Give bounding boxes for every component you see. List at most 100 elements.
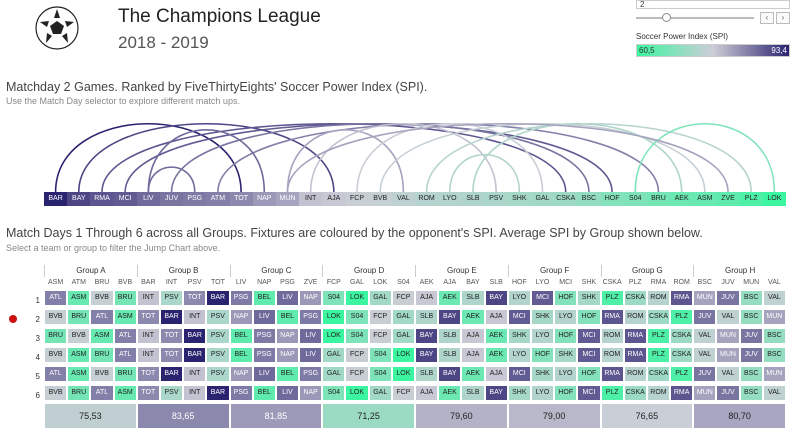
fixture-cell[interactable]: BAY: [439, 310, 461, 324]
fixture-cell[interactable]: BAY: [439, 367, 461, 381]
group-header-group-b[interactable]: Group B: [136, 265, 230, 277]
fixture-cell[interactable]: BVB: [45, 386, 67, 400]
fixture-cell[interactable]: FCP: [392, 291, 414, 305]
matchday-label[interactable]: 5: [35, 372, 40, 381]
fixture-cell[interactable]: LIV: [300, 329, 322, 343]
fixture-cell[interactable]: AEK: [462, 310, 484, 324]
team-cell-asm[interactable]: ASM: [693, 192, 717, 206]
fixture-cell[interactable]: AEK: [485, 348, 507, 362]
team-column-header[interactable]: INT: [165, 279, 178, 286]
group-average-cell[interactable]: 80,70: [694, 404, 785, 428]
matchday-label[interactable]: 2: [35, 315, 40, 324]
fixture-cell[interactable]: FCP: [392, 386, 414, 400]
fixture-cell[interactable]: PSG: [300, 367, 322, 381]
fixture-cell[interactable]: TOT: [137, 367, 159, 381]
group-average-cell[interactable]: 76,65: [601, 404, 693, 428]
fixture-cell[interactable]: HOF: [555, 329, 577, 343]
fixture-cell[interactable]: MUN: [763, 367, 785, 381]
fixture-cell[interactable]: PSG: [253, 348, 275, 362]
fixture-cell[interactable]: ROM: [647, 386, 670, 400]
fixture-cell[interactable]: ROM: [601, 329, 623, 343]
team-cell-aek[interactable]: AEK: [670, 192, 694, 206]
fixture-cell[interactable]: MCI: [531, 291, 554, 305]
fixture-cell[interactable]: PLZ: [647, 329, 670, 343]
fixture-cell[interactable]: GAL: [369, 291, 391, 305]
fixture-cell[interactable]: SHK: [531, 367, 554, 381]
fixture-cell[interactable]: BRU: [114, 367, 136, 381]
fixture-cell[interactable]: PSV: [207, 367, 229, 381]
team-cell-juv[interactable]: JUV: [159, 192, 184, 206]
fixture-cell[interactable]: LOK: [392, 348, 414, 362]
team-cell-int[interactable]: INT: [299, 192, 323, 206]
team-column-header[interactable]: S04: [397, 279, 410, 286]
team-cell-cska[interactable]: CSKA: [554, 192, 578, 206]
fixture-cell[interactable]: BVB: [91, 291, 113, 305]
fixture-cell[interactable]: BVB: [45, 348, 67, 362]
group-header-group-d[interactable]: Group D: [322, 265, 415, 277]
group-header-group-g[interactable]: Group G: [600, 265, 694, 277]
team-column-header[interactable]: AEK: [419, 279, 434, 286]
fixture-cell[interactable]: MCI: [578, 386, 600, 400]
fixture-cell[interactable]: NAP: [230, 367, 252, 381]
fixture-cell[interactable]: LYO: [555, 367, 577, 381]
fixture-cell[interactable]: CSKA: [624, 291, 646, 305]
team-column-header[interactable]: TOT: [210, 279, 225, 286]
match-arc-nap-liv[interactable]: [147, 129, 266, 193]
fixture-cell[interactable]: BEL: [276, 367, 299, 381]
fixture-cell[interactable]: GAL: [369, 386, 391, 400]
fixture-cell[interactable]: VAL: [717, 310, 739, 324]
fixture-cell[interactable]: ATL: [114, 329, 136, 343]
fixture-cell[interactable]: S04: [346, 329, 368, 343]
fixture-cell[interactable]: ATL: [91, 386, 113, 400]
fixture-cell[interactable]: HOF: [578, 367, 600, 381]
team-cell-atm[interactable]: ATM: [206, 192, 230, 206]
fixture-cell[interactable]: PLZ: [671, 310, 693, 324]
fixture-cell[interactable]: MCI: [508, 310, 530, 324]
team-cell-rom[interactable]: ROM: [415, 192, 439, 206]
team-column-header[interactable]: PLZ: [628, 279, 642, 286]
fixture-cell[interactable]: PSV: [160, 291, 183, 305]
team-cell-gal[interactable]: GAL: [530, 192, 555, 206]
fixture-cell[interactable]: AJA: [462, 348, 484, 362]
fixture-cell[interactable]: ASM: [68, 291, 90, 305]
fixture-cell[interactable]: MUN: [694, 291, 716, 305]
team-cell-lok[interactable]: LOK: [762, 192, 786, 206]
fixture-cell[interactable]: AEK: [485, 329, 507, 343]
fixture-cell[interactable]: SLB: [462, 291, 484, 305]
fixture-cell[interactable]: LIV: [276, 386, 299, 400]
match-arc-bar-tot[interactable]: [54, 122, 242, 193]
fixture-cell[interactable]: MCI: [508, 367, 530, 381]
team-cell-tot[interactable]: TOT: [229, 192, 253, 206]
fixture-cell[interactable]: AEK: [439, 386, 461, 400]
fixture-cell[interactable]: BSC: [740, 367, 762, 381]
team-cell-mun[interactable]: MUN: [275, 192, 300, 206]
fixture-cell[interactable]: NAP: [230, 310, 252, 324]
fixture-cell[interactable]: PSG: [230, 386, 252, 400]
group-average-cell[interactable]: 81,85: [230, 404, 322, 428]
matchday-label[interactable]: 6: [35, 391, 40, 400]
fixture-cell[interactable]: PSV: [207, 329, 229, 343]
fixture-cell[interactable]: LOK: [392, 367, 414, 381]
fixture-cell[interactable]: BAR: [184, 348, 206, 362]
group-average-cell[interactable]: 79,00: [508, 404, 600, 428]
fixture-cell[interactable]: MUN: [717, 329, 739, 343]
fixture-cell[interactable]: SHK: [531, 310, 554, 324]
team-cell-bru[interactable]: BRU: [646, 192, 671, 206]
fixture-cell[interactable]: S04: [323, 291, 345, 305]
fixture-cell[interactable]: NAP: [300, 386, 322, 400]
fixture-cell[interactable]: TOT: [160, 329, 183, 343]
team-cell-val[interactable]: VAL: [391, 192, 415, 206]
prev-button[interactable]: ‹: [760, 12, 774, 24]
fixture-cell[interactable]: FCP: [346, 367, 368, 381]
fixture-cell[interactable]: TOT: [184, 291, 206, 305]
fixture-cell[interactable]: LIV: [253, 310, 275, 324]
fixture-cell[interactable]: BSC: [740, 386, 762, 400]
fixture-cell[interactable]: JUV: [717, 291, 739, 305]
fixture-cell[interactable]: S04: [369, 348, 391, 362]
fixture-cell[interactable]: ATL: [91, 310, 113, 324]
fixture-cell[interactable]: GAL: [392, 329, 414, 343]
fixture-cell[interactable]: BVB: [91, 367, 113, 381]
fixture-cell[interactable]: ASM: [114, 310, 136, 324]
team-cell-plz[interactable]: PLZ: [739, 192, 763, 206]
team-cell-mci[interactable]: MCI: [113, 192, 137, 206]
